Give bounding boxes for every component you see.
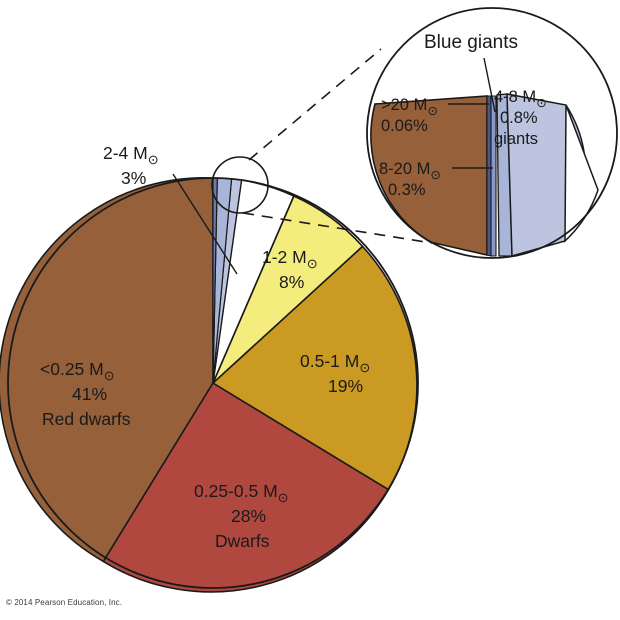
label-one-to-two-mass: 1-2 M⊙	[262, 247, 318, 271]
inset-group	[366, 7, 618, 259]
label-four-to-eight-mass: 4-8 M⊙	[494, 88, 547, 110]
label-blue-giants-title: Blue giants	[424, 32, 518, 53]
inset-labels: Blue giants >20 M⊙ 0.06% 8-20 M⊙ 0.3% 4-…	[379, 32, 547, 199]
label-two-to-four-percent: 3%	[121, 168, 146, 188]
pie-slice-dwarfs[interactable]	[102, 381, 390, 593]
label-two-to-four-mass: 2-4 M⊙	[103, 143, 159, 167]
label-over-twenty-mass: >20 M⊙	[381, 96, 438, 118]
pie-slice-red-dwarfs[interactable]	[0, 177, 214, 563]
label-half-to-one-percent: 19%	[328, 376, 363, 396]
label-half-to-one-mass: 0.5-1 M⊙	[300, 351, 370, 375]
label-eight-to-twenty-mass: 8-20 M⊙	[379, 160, 441, 182]
inset-circle-outline	[366, 7, 618, 259]
leader-line-two-to-four	[172, 173, 238, 275]
inset-slice-over-twenty[interactable]	[486, 95, 492, 257]
label-dwarfs-percent: 28%	[231, 506, 266, 526]
label-dwarfs-mass: 0.25-0.5 M⊙	[194, 481, 289, 505]
label-red-dwarfs-percent: 41%	[72, 384, 107, 404]
connector-line-top	[248, 48, 382, 161]
inset-slice-eight-to-twenty[interactable]	[490, 95, 497, 257]
label-four-to-eight-note: giants	[494, 130, 538, 148]
copyright-notice: © 2014 Pearson Education, Inc.	[6, 598, 123, 607]
leader-line-blue-giants	[483, 57, 496, 113]
label-dwarfs-note: Dwarfs	[215, 531, 270, 551]
magnifier-circle[interactable]	[211, 156, 269, 214]
zoom-connector-lines	[242, 48, 433, 244]
label-four-to-eight-percent: 0.8%	[500, 109, 538, 127]
label-red-dwarfs-note: Red dwarfs	[42, 409, 131, 429]
label-eight-to-twenty-percent: 0.3%	[388, 181, 426, 199]
main-pie-labels: <0.25 M⊙ 41% Red dwarfs 0.25-0.5 M⊙ 28% …	[40, 143, 370, 551]
label-red-dwarfs-mass: <0.25 M⊙	[40, 359, 115, 383]
main-pie-group	[0, 177, 419, 593]
label-one-to-two-percent: 8%	[279, 272, 304, 292]
label-over-twenty-percent: 0.06%	[381, 117, 428, 135]
connector-line-bottom	[242, 212, 433, 244]
